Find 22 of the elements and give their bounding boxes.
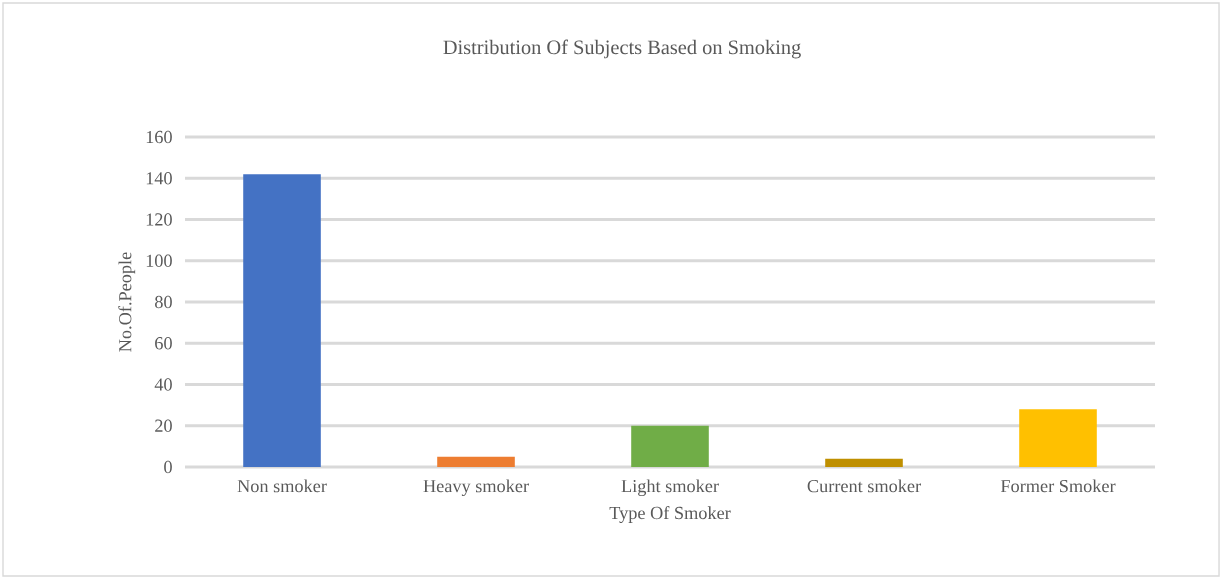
x-tick-label: Current smoker bbox=[807, 479, 921, 493]
x-tick-label: Former Smoker bbox=[1000, 479, 1116, 493]
y-tick-label: 0 bbox=[164, 460, 172, 474]
y-tick-label: 160 bbox=[146, 130, 172, 144]
y-tick-label: 20 bbox=[155, 419, 172, 432]
bar bbox=[631, 425, 709, 468]
x-tick-label: Non smoker bbox=[237, 479, 327, 493]
x-tick-label: Light smoker bbox=[621, 479, 719, 497]
y-tick-label: 40 bbox=[154, 378, 172, 391]
bar bbox=[825, 458, 903, 468]
y-tick-label: 60 bbox=[155, 337, 172, 350]
bar bbox=[437, 456, 515, 468]
x-tick-label: Heavy smoker bbox=[423, 479, 529, 497]
y-tick-label: 80 bbox=[155, 295, 172, 309]
bar bbox=[1019, 409, 1097, 468]
y-axis-title: No.Of.People bbox=[118, 252, 136, 352]
x-axis-title: Type Of Smoker bbox=[609, 506, 731, 523]
y-tick-label: 100 bbox=[146, 254, 172, 267]
chart-title: Distribution Of Subjects Based on Smoking bbox=[443, 39, 801, 59]
y-tick-label: 140 bbox=[146, 172, 172, 185]
y-tick-label: 120 bbox=[146, 213, 172, 226]
bar bbox=[243, 174, 321, 468]
